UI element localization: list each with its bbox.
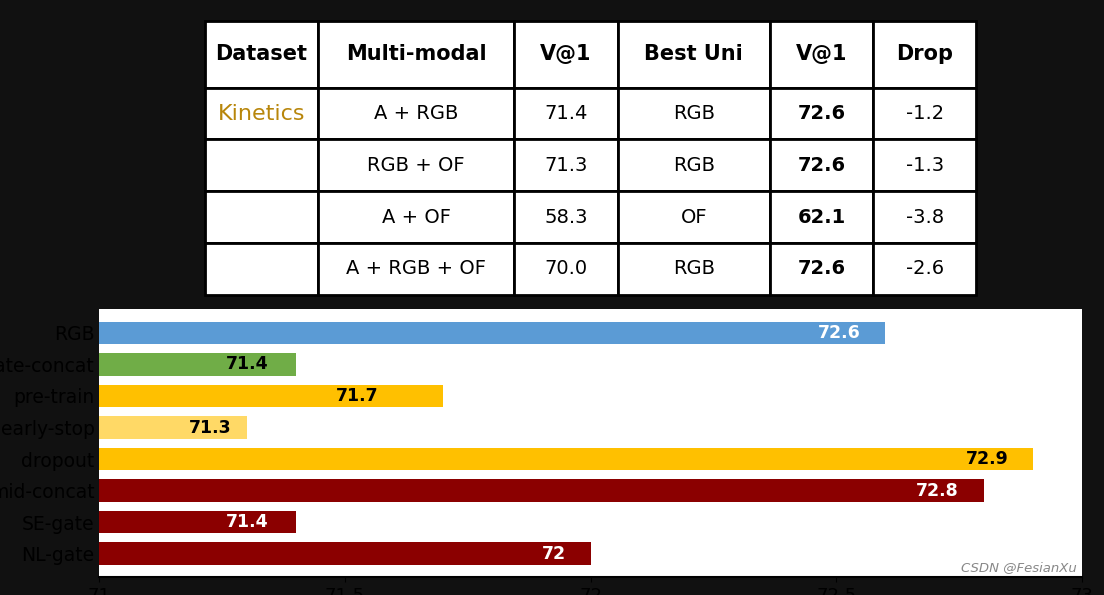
- Text: 72.6: 72.6: [818, 324, 861, 342]
- Text: 72.8: 72.8: [916, 481, 959, 500]
- Bar: [99, 321, 885, 345]
- Text: 72: 72: [542, 544, 566, 563]
- Bar: [99, 353, 296, 376]
- Bar: [99, 416, 246, 439]
- Bar: [99, 511, 296, 534]
- Bar: [99, 542, 591, 565]
- Text: 72.9: 72.9: [966, 450, 1008, 468]
- Text: 71.4: 71.4: [225, 355, 268, 374]
- Text: 71.7: 71.7: [336, 387, 379, 405]
- Bar: [99, 384, 444, 408]
- Text: 71.4: 71.4: [225, 513, 268, 531]
- Text: CSDN @FesianXu: CSDN @FesianXu: [962, 562, 1078, 575]
- Bar: [99, 479, 984, 502]
- Text: 71.3: 71.3: [189, 418, 231, 437]
- Bar: [99, 447, 1033, 471]
